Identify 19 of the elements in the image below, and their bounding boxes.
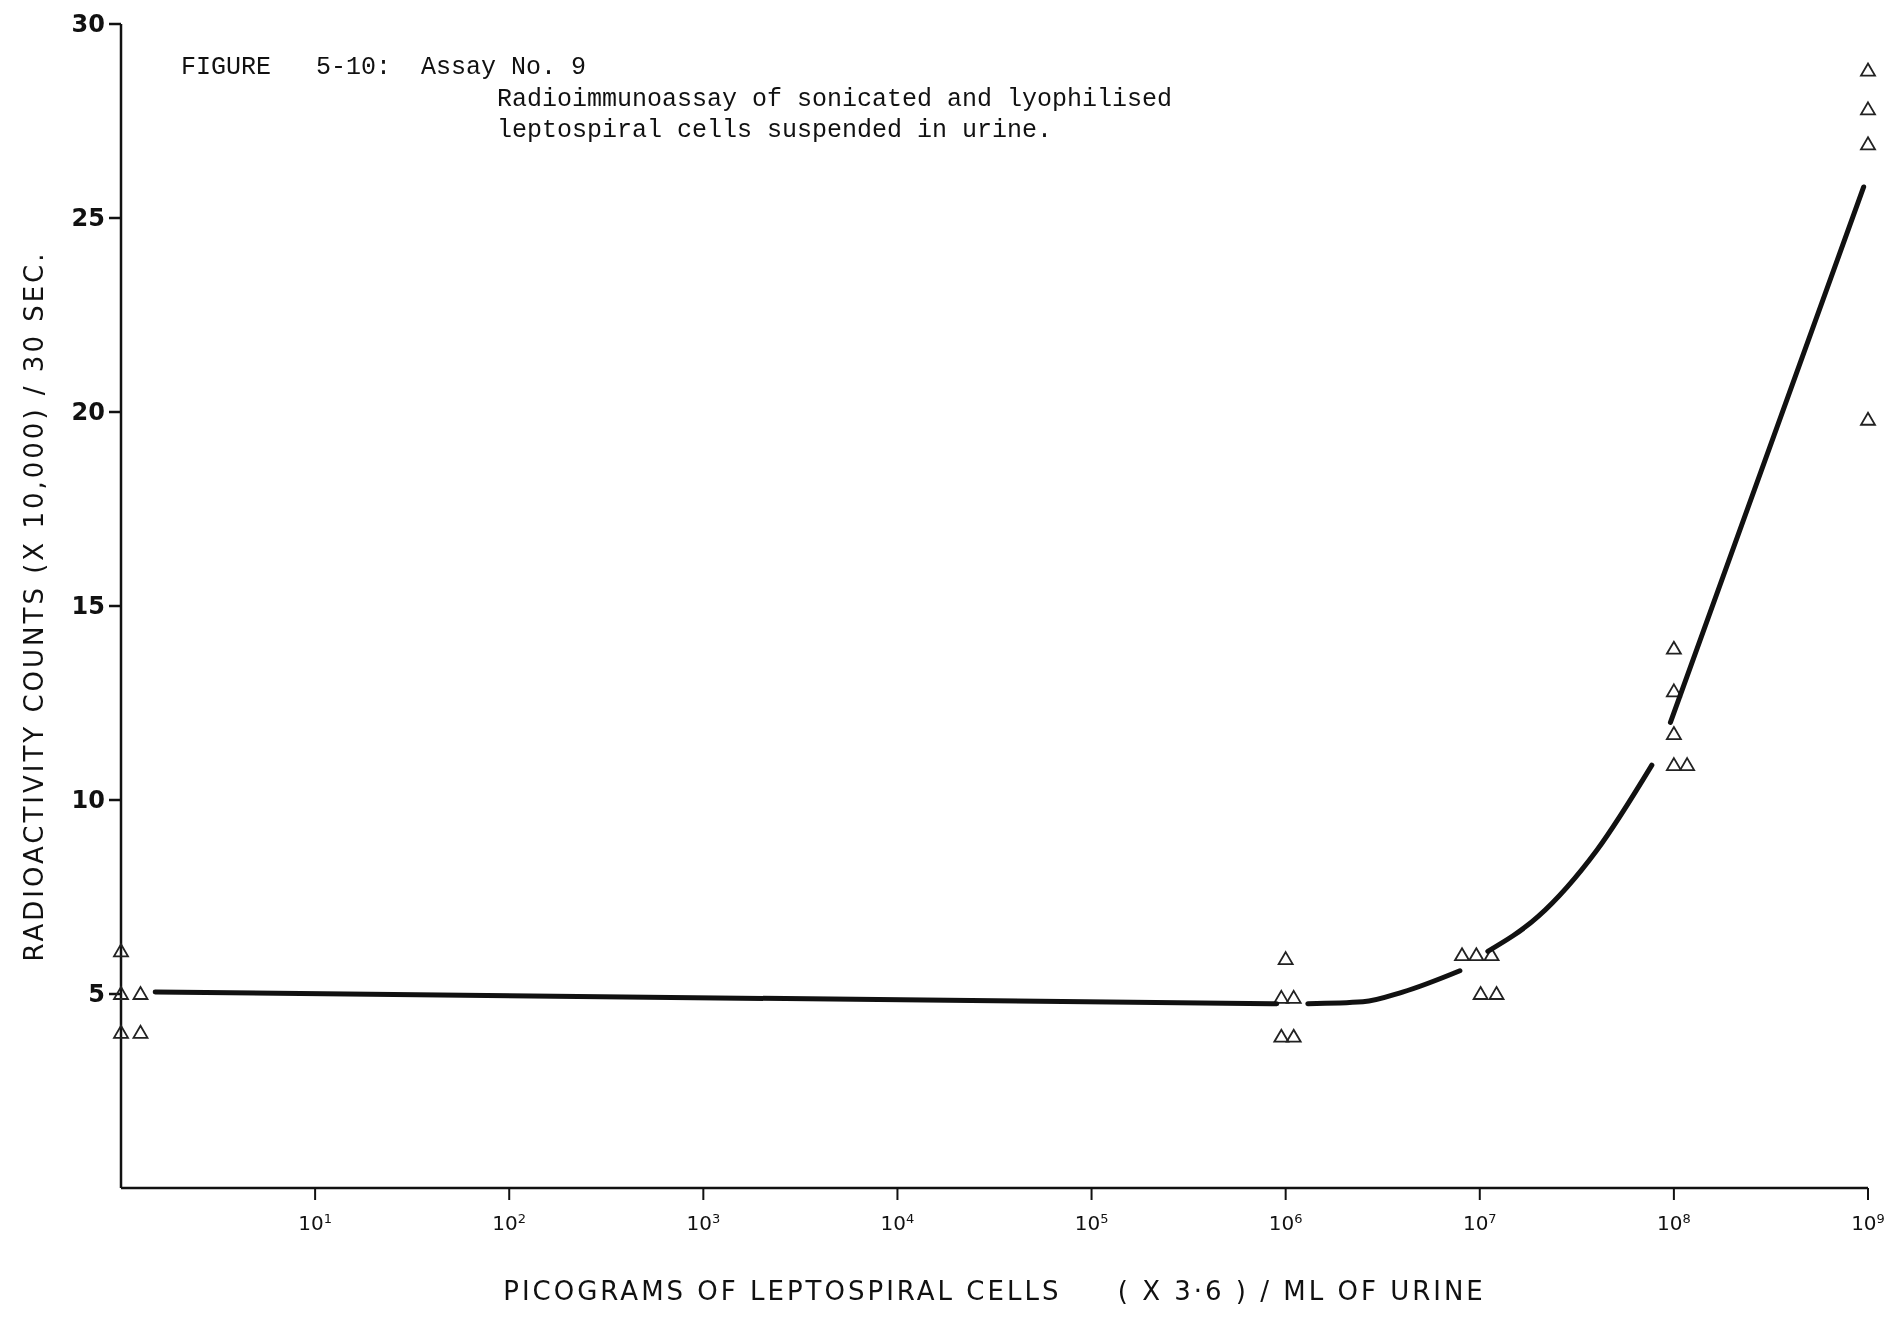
- x-tick-label: 10$^{8}$: [1657, 1210, 1691, 1235]
- y-tick-label: 10: [71, 786, 105, 815]
- text: Radioimmunoassay of sonicated and lyophilised leptospiral cells suspended in urine.: [497, 85, 1173, 145]
- x-tick-label: 10$^{4}$: [880, 1210, 915, 1235]
- x-tick-label: 10$^{6}$: [1268, 1210, 1303, 1235]
- x-axis-title: PICOGRAMS OF LEPTOSPIRAL CELLS ( X 3·6 ) / ML OF URINE: [503, 1276, 1486, 1306]
- x-tick-label: 10$^{3}$: [686, 1210, 721, 1235]
- x-tick-label: 10$^{2}$: [492, 1210, 527, 1235]
- x-tick-label: 10$^{1}$: [298, 1210, 332, 1235]
- x-tick-label: 10$^{7}$: [1462, 1210, 1497, 1235]
- y-tick-label: 15: [71, 592, 105, 621]
- y-axis-title: RADIOACTIVITY COUNTS (X 10,000) / 30 SEC.: [19, 250, 49, 962]
- x-tick-label: 10$^{5}$: [1074, 1210, 1109, 1235]
- text: FIGURE 5-10: Assay No. 9: [181, 53, 587, 82]
- y-tick-label: 5: [88, 980, 105, 1009]
- x-tick-label: 10$^{9}$: [1851, 1210, 1885, 1235]
- y-tick-label: 20: [71, 398, 105, 427]
- y-tick-label: 25: [71, 204, 105, 233]
- y-tick-label: 30: [71, 10, 105, 39]
